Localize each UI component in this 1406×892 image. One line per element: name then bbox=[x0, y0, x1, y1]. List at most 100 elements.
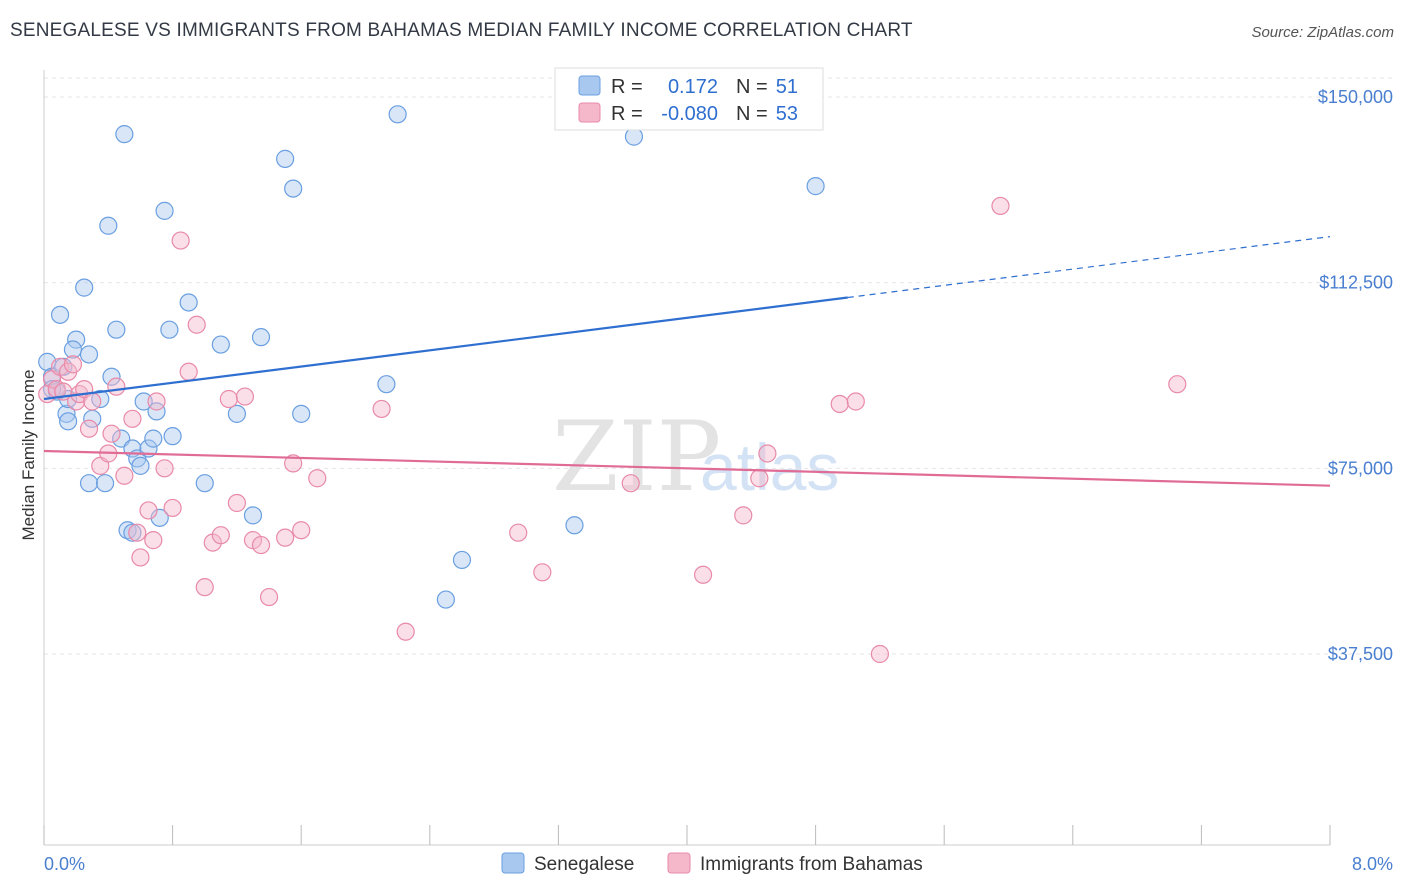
point-senegalese-25 bbox=[150, 508, 169, 527]
point-bahamas-28 bbox=[195, 578, 214, 597]
legend-n-label-2: N = bbox=[736, 103, 768, 125]
point-senegalese-48 bbox=[59, 412, 78, 431]
point-bahamas-25 bbox=[171, 231, 190, 250]
point-senegalese-16 bbox=[115, 125, 134, 144]
point-senegalese-28 bbox=[163, 427, 182, 446]
point-bahamas-11 bbox=[83, 392, 102, 411]
x-tick-right: 8.0% bbox=[1352, 854, 1393, 874]
point-bahamas-40 bbox=[308, 469, 327, 488]
point-senegalese-30 bbox=[195, 474, 214, 493]
point-senegalese-35 bbox=[276, 149, 295, 168]
point-senegalese-14 bbox=[102, 367, 121, 386]
x-tick-left: 0.0% bbox=[44, 854, 85, 874]
point-bahamas-50 bbox=[830, 394, 849, 414]
point-bahamas-17 bbox=[123, 409, 142, 428]
point-bahamas-42 bbox=[396, 622, 415, 641]
watermark-zip: ZIP bbox=[552, 401, 721, 513]
point-bahamas-30 bbox=[211, 526, 230, 545]
stats-legend: R = 0.172 N = 51 R = -0.080 N = 53 bbox=[554, 67, 824, 131]
point-bahamas-54 bbox=[1168, 375, 1187, 394]
point-bahamas-35 bbox=[251, 535, 271, 555]
point-senegalese-46 bbox=[95, 474, 115, 493]
point-bahamas-44 bbox=[533, 563, 552, 582]
point-bahamas-45 bbox=[621, 474, 640, 493]
watermark-atlas: atlas bbox=[700, 430, 839, 504]
point-bahamas-20 bbox=[139, 501, 158, 520]
trend-line-senegalese bbox=[43, 296, 848, 401]
point-bahamas-53 bbox=[991, 196, 1010, 216]
point-bahamas-26 bbox=[179, 362, 198, 381]
point-senegalese-39 bbox=[388, 105, 407, 124]
legend-r-value-2: -0.080 bbox=[661, 103, 718, 125]
point-bahamas-27 bbox=[187, 315, 206, 334]
point-senegalese-38 bbox=[377, 375, 396, 394]
point-bahamas-14 bbox=[102, 424, 121, 443]
point-senegalese-23 bbox=[144, 429, 163, 448]
point-senegalese-37 bbox=[292, 404, 311, 423]
series-legend-swatch-senegalese bbox=[501, 852, 525, 874]
point-senegalese-2 bbox=[50, 305, 70, 324]
point-senegalese-4 bbox=[57, 404, 76, 423]
point-bahamas-21 bbox=[144, 531, 163, 550]
legend-r-label-1: R = bbox=[611, 76, 643, 98]
point-senegalese-41 bbox=[452, 550, 472, 570]
point-bahamas-48 bbox=[750, 469, 769, 488]
legend-n-label-1: N = bbox=[736, 76, 768, 98]
point-bahamas-33 bbox=[235, 387, 255, 406]
point-bahamas-18 bbox=[128, 523, 147, 542]
point-senegalese-20 bbox=[131, 456, 150, 475]
point-bahamas-49 bbox=[758, 444, 777, 463]
data-points bbox=[38, 105, 1187, 664]
legend-swatch-senegalese bbox=[578, 75, 601, 96]
point-bahamas-46 bbox=[693, 565, 713, 584]
series-legend: Senegalese Immigrants from Bahamas bbox=[501, 852, 923, 875]
point-bahamas-37 bbox=[276, 528, 295, 547]
gridlines bbox=[44, 77, 1393, 655]
legend-r-value-1: 0.172 bbox=[668, 76, 718, 98]
point-bahamas-10 bbox=[79, 419, 99, 438]
point-bahamas-32 bbox=[227, 493, 246, 513]
point-senegalese-27 bbox=[160, 320, 179, 339]
point-senegalese-36 bbox=[284, 179, 303, 198]
trend-line-bahamas bbox=[43, 449, 1331, 487]
point-senegalese-49 bbox=[123, 523, 142, 542]
point-bahamas-16 bbox=[115, 466, 134, 485]
legend-n-value-2: 53 bbox=[776, 103, 798, 125]
point-bahamas-24 bbox=[163, 498, 182, 518]
point-bahamas-36 bbox=[259, 587, 279, 607]
point-bahamas-51 bbox=[846, 392, 865, 411]
y-tick-label-0: $150,000 bbox=[1318, 87, 1393, 107]
point-senegalese-12 bbox=[99, 216, 118, 235]
point-senegalese-9 bbox=[79, 345, 99, 364]
y-axis-label: Median Family Income bbox=[19, 369, 38, 540]
point-bahamas-6 bbox=[63, 355, 83, 374]
legend-swatch-bahamas bbox=[578, 102, 601, 123]
point-bahamas-15 bbox=[107, 377, 126, 396]
point-senegalese-45 bbox=[79, 474, 99, 493]
point-senegalese-44 bbox=[806, 177, 825, 196]
point-senegalese-33 bbox=[243, 506, 263, 525]
series-legend-label-senegalese: Senegalese bbox=[534, 854, 634, 875]
point-senegalese-43 bbox=[624, 127, 644, 146]
y-tick-label-3: $37,500 bbox=[1328, 644, 1393, 664]
legend-r-label-2: R = bbox=[611, 103, 643, 125]
series-legend-label-bahamas: Immigrants from Bahamas bbox=[700, 854, 923, 875]
point-senegalese-21 bbox=[134, 392, 153, 411]
point-senegalese-29 bbox=[179, 293, 198, 312]
point-bahamas-38 bbox=[284, 454, 303, 473]
point-senegalese-40 bbox=[436, 590, 455, 609]
point-bahamas-47 bbox=[734, 506, 753, 525]
point-senegalese-31 bbox=[211, 335, 230, 354]
point-senegalese-34 bbox=[251, 328, 271, 347]
point-senegalese-6 bbox=[67, 330, 86, 349]
point-bahamas-39 bbox=[292, 521, 311, 540]
point-bahamas-52 bbox=[870, 644, 890, 664]
point-bahamas-23 bbox=[155, 459, 174, 478]
point-bahamas-19 bbox=[131, 548, 150, 567]
axes bbox=[43, 70, 1331, 846]
trend-lines bbox=[43, 236, 1331, 487]
point-senegalese-32 bbox=[227, 404, 246, 423]
y-tick-label-2: $75,000 bbox=[1328, 458, 1393, 478]
source-label: Source: ZipAtlas.com bbox=[1251, 24, 1394, 41]
